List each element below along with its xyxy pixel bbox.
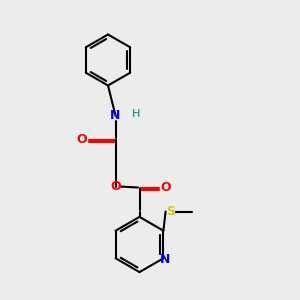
Text: N: N [110, 109, 121, 122]
Text: S: S [167, 205, 176, 218]
Text: O: O [76, 133, 87, 146]
Text: H: H [132, 109, 140, 119]
Text: O: O [160, 181, 171, 194]
Text: O: O [110, 180, 121, 193]
Text: N: N [160, 253, 170, 266]
